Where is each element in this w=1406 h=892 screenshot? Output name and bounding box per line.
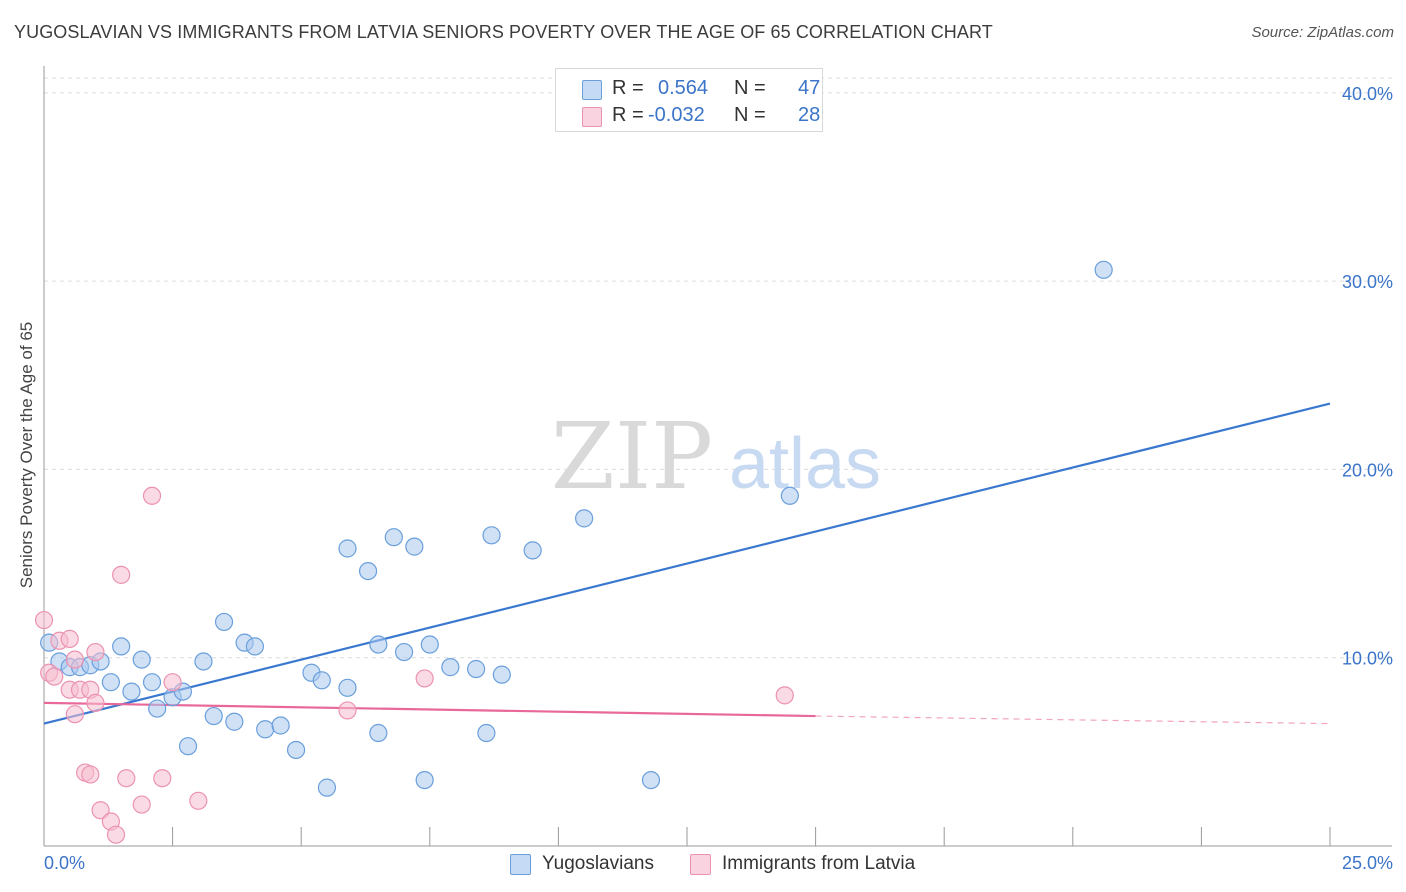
- data-point-pink: [775, 686, 794, 705]
- data-point-blue: [492, 665, 511, 684]
- data-point-pink: [142, 486, 162, 505]
- data-point-pink: [112, 565, 131, 584]
- chart-title: YUGOSLAVIAN VS IMMIGRANTS FROM LATVIA SE…: [14, 22, 993, 42]
- data-point-pink: [34, 610, 54, 630]
- data-point-blue: [384, 528, 403, 547]
- trend-extension-pink: [815, 715, 1331, 725]
- data-point-blue: [420, 635, 439, 654]
- data-point-blue: [112, 637, 131, 656]
- legend-r-label: R =: [612, 77, 644, 99]
- legend-r-value: -0.032: [648, 104, 705, 126]
- axes: [43, 66, 1392, 847]
- data-point-pink: [415, 669, 434, 688]
- data-point-blue: [338, 678, 357, 697]
- data-point-blue: [1094, 260, 1113, 279]
- data-point-pink: [117, 769, 136, 788]
- legend-n-label: N =: [734, 104, 766, 126]
- legend-n-value: 47: [798, 77, 821, 99]
- data-point-blue: [132, 650, 151, 669]
- data-point-blue: [256, 720, 275, 739]
- data-point-blue: [482, 526, 501, 545]
- data-point-blue: [394, 642, 414, 662]
- data-point-blue: [271, 716, 290, 735]
- data-point-pink: [45, 667, 64, 686]
- data-point-blue: [286, 740, 306, 760]
- legend-n-label: N =: [734, 77, 766, 99]
- data-point-blue: [204, 706, 223, 726]
- data-points: [34, 260, 1113, 844]
- data-point-pink: [106, 825, 126, 844]
- data-point-blue: [523, 541, 542, 560]
- data-point-blue: [142, 673, 162, 692]
- y-tick-label: 30.0%: [1342, 272, 1393, 292]
- data-point-pink: [338, 701, 357, 720]
- grid-lines: [44, 77, 1392, 659]
- watermark-atlas: atlas: [729, 424, 881, 504]
- data-point-pink: [86, 693, 105, 712]
- data-point-pink: [153, 769, 172, 788]
- data-point-pink: [65, 650, 84, 669]
- bottom-legend-swatch-blue: [510, 854, 531, 875]
- data-point-blue: [441, 658, 460, 677]
- data-point-blue: [369, 635, 388, 654]
- data-point-pink: [189, 791, 208, 810]
- data-point-blue: [405, 537, 424, 556]
- y-tick-label: 40.0%: [1342, 84, 1393, 104]
- data-point-blue: [178, 737, 198, 756]
- data-point-blue: [245, 637, 265, 656]
- data-point-blue: [780, 486, 799, 505]
- data-point-blue: [641, 770, 661, 790]
- legend-r-label: R =: [612, 104, 644, 126]
- bottom-legend-label: Yugoslavians: [542, 853, 654, 874]
- source-label: Source: ZipAtlas.com: [1251, 24, 1394, 41]
- data-point-blue: [317, 778, 337, 797]
- data-point-blue: [466, 659, 486, 679]
- data-point-blue: [575, 509, 594, 528]
- tick-labels: 10.0% 20.0% 30.0% 40.0% 0.0% 25.0%: [44, 84, 1393, 873]
- bottom-legend-label: Immigrants from Latvia: [722, 853, 916, 874]
- data-point-blue: [358, 561, 378, 581]
- watermark: ZIP atlas: [551, 403, 881, 510]
- legend-swatch-blue: [582, 80, 602, 100]
- data-point-blue: [214, 612, 234, 632]
- data-point-pink: [91, 801, 110, 820]
- data-point-blue: [148, 699, 167, 718]
- data-point-blue: [194, 652, 213, 671]
- data-point-pink: [132, 795, 151, 814]
- data-point-pink: [86, 642, 105, 662]
- bottom-legend-swatch-pink: [690, 854, 711, 875]
- data-point-pink: [60, 629, 79, 648]
- data-point-pink: [163, 673, 182, 692]
- data-point-blue: [477, 723, 496, 743]
- data-point-blue: [225, 712, 244, 731]
- data-point-blue: [369, 723, 388, 743]
- y-axis-label: Seniors Poverty Over the Age of 65: [17, 321, 36, 589]
- data-point-blue: [415, 770, 434, 790]
- trend-line-blue: [43, 402, 1331, 725]
- y-tick-label: 20.0%: [1342, 460, 1393, 480]
- data-point-blue: [312, 671, 331, 690]
- watermark-zip: ZIP: [551, 403, 713, 510]
- legend-r-value: 0.564: [658, 77, 709, 99]
- x-tick-label-end: 25.0%: [1342, 853, 1393, 873]
- y-tick-label: 10.0%: [1342, 649, 1393, 669]
- data-point-blue: [101, 673, 120, 692]
- data-point-blue: [338, 539, 357, 558]
- data-point-blue: [122, 682, 141, 701]
- data-point-pink: [65, 705, 84, 724]
- correlation-legend: R = 0.564 N = 47 R = -0.032 N = 28: [555, 68, 823, 132]
- x-tick-label-start: 0.0%: [44, 853, 85, 873]
- legend-n-value: 28: [798, 104, 821, 126]
- data-point-pink: [81, 765, 100, 784]
- legend-swatch-pink: [582, 107, 602, 127]
